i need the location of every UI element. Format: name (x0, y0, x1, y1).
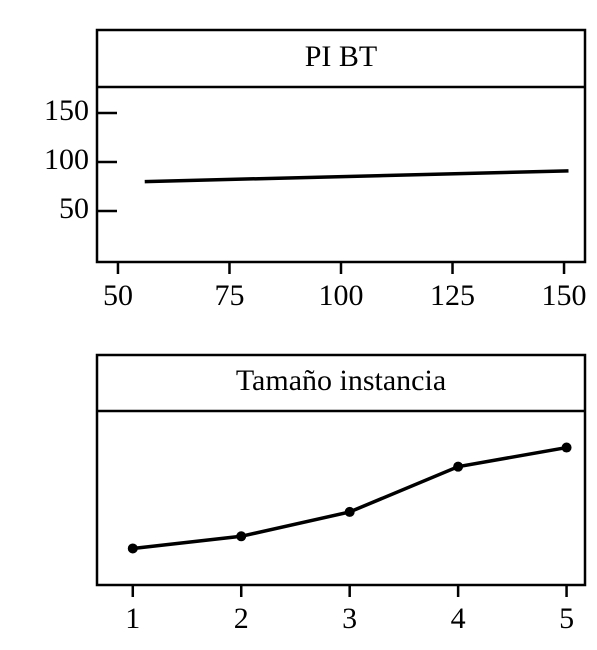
x-tick-label: 4 (451, 602, 466, 635)
data-point (561, 442, 572, 453)
x-tick-label: 3 (342, 602, 357, 635)
panel-title: Tamaño instancia (236, 364, 446, 397)
x-tick-label: 5 (559, 602, 574, 635)
panel-title: PI BT (305, 40, 378, 73)
panel-frame (95, 353, 587, 587)
data-point (236, 531, 247, 542)
x-tick-label: 150 (542, 279, 587, 312)
x-tick-label: 100 (319, 279, 364, 312)
x-tick-label: 1 (125, 602, 140, 635)
data-point (127, 543, 138, 554)
y-tick-label: 100 (44, 143, 89, 176)
data-point (344, 506, 355, 517)
y-tick-label: 50 (59, 192, 89, 225)
y-tick-label: 150 (44, 94, 89, 127)
data-line (144, 169, 569, 184)
x-tick-label: 2 (234, 602, 249, 635)
x-tick-label: 75 (214, 279, 244, 312)
data-point (453, 461, 464, 472)
x-tick-label: 125 (430, 279, 475, 312)
x-tick-label: 50 (103, 279, 133, 312)
data-line (132, 445, 567, 551)
